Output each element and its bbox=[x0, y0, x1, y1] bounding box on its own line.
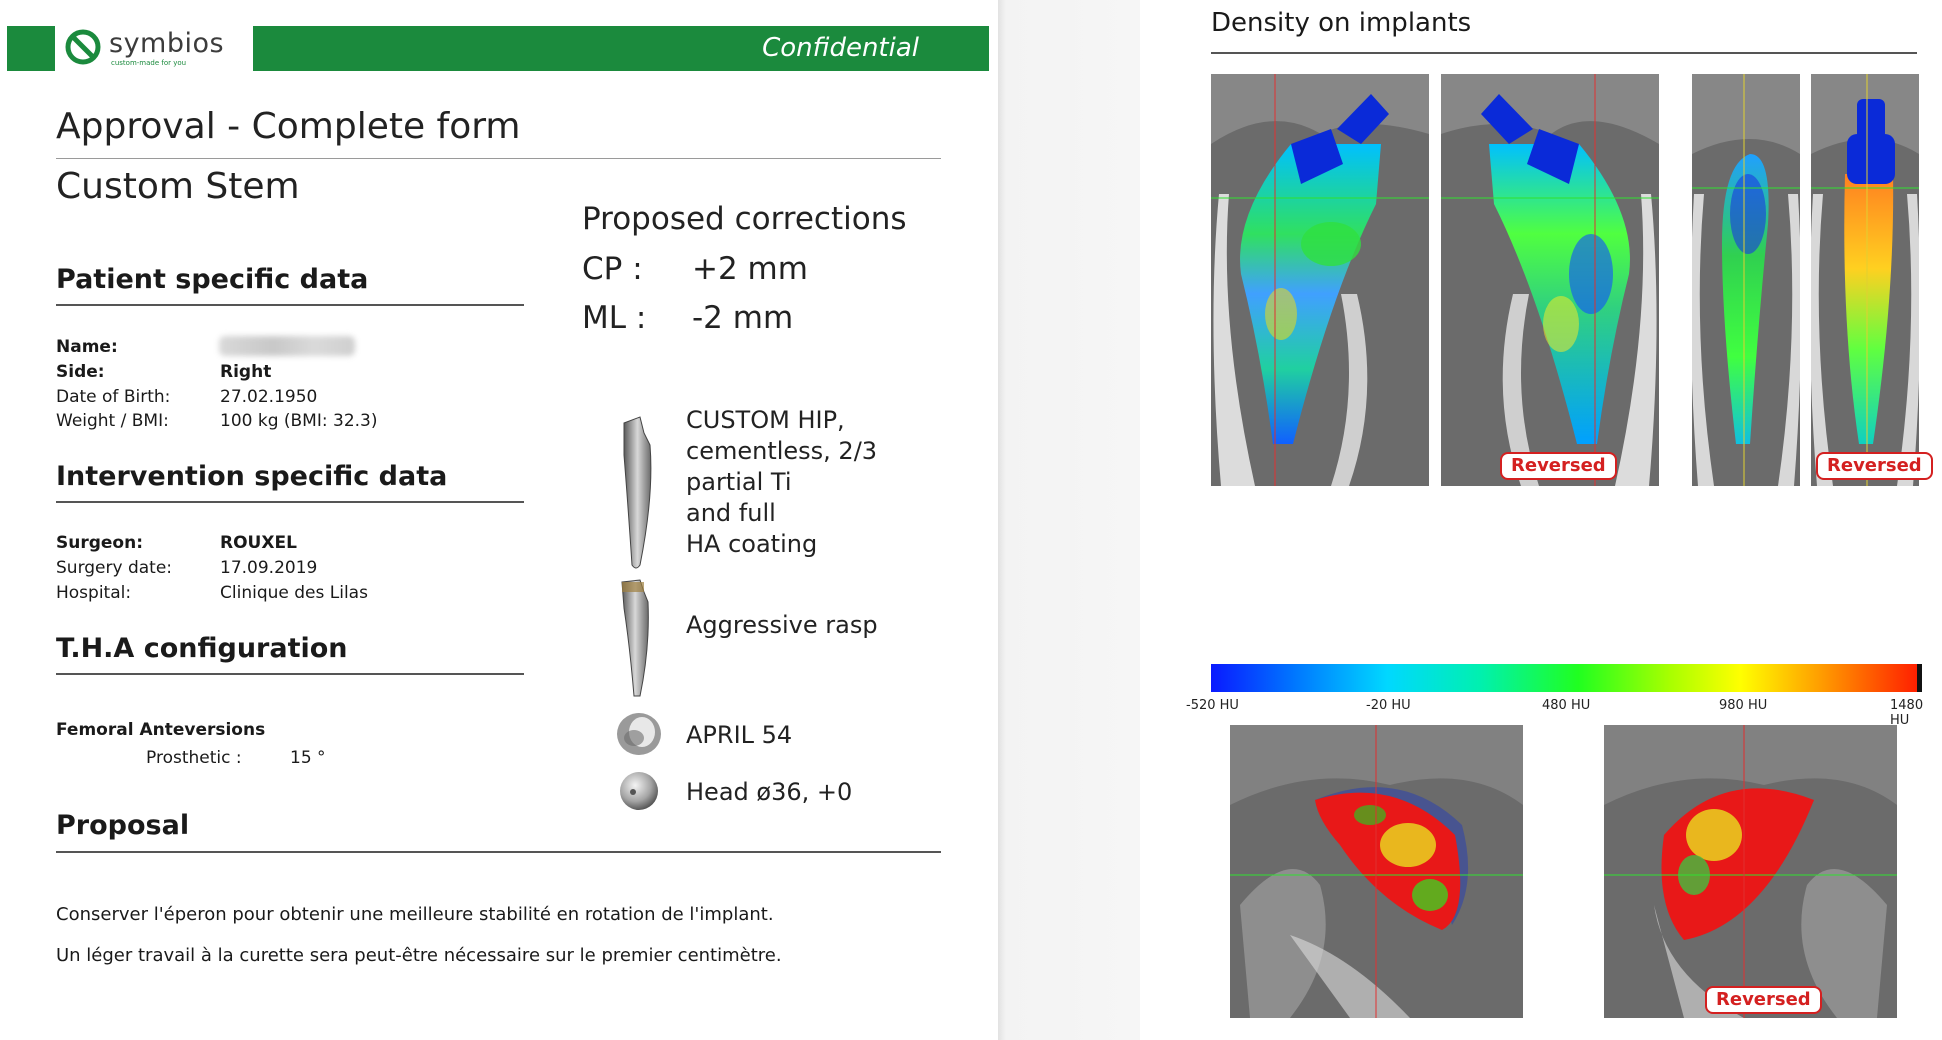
confidential-label: Confidential bbox=[762, 33, 919, 63]
cup-reversed-view bbox=[1604, 725, 1897, 1018]
cup-icon bbox=[617, 713, 661, 755]
cp-value: +2 mm bbox=[692, 251, 808, 287]
logo-tagline: custom-made for you bbox=[111, 59, 187, 67]
component-2-text: Aggressive rasp bbox=[686, 611, 878, 639]
stem-lateral-reversed-view bbox=[1811, 74, 1919, 486]
hospital-value: Clinique des Lilas bbox=[220, 583, 368, 603]
dob-label: Date of Birth: bbox=[56, 387, 171, 407]
colorbar-tick: -20 HU bbox=[1366, 698, 1411, 713]
weight-value: 100 kg (BMI: 32.3) bbox=[220, 411, 378, 431]
colorbar-tick: -520 HU bbox=[1186, 698, 1239, 713]
density-divider bbox=[1211, 52, 1917, 54]
redacted-name bbox=[219, 336, 355, 356]
stem-ap-view bbox=[1211, 74, 1429, 486]
component-4-text: Head ø36, +0 bbox=[686, 778, 853, 806]
proposal-line-2: Un léger travail à la curette sera peut-… bbox=[56, 945, 782, 966]
reversed-badge: Reversed bbox=[1500, 452, 1617, 480]
tha-divider bbox=[56, 673, 524, 675]
stem-ap-reversed-view bbox=[1441, 74, 1659, 486]
cup-view bbox=[1230, 725, 1523, 1018]
reversed-badge: Reversed bbox=[1816, 452, 1933, 480]
surgeon-value: ROUXEL bbox=[220, 533, 297, 553]
prosthetic-label: Prosthetic : bbox=[146, 748, 242, 768]
name-label: Name: bbox=[56, 337, 118, 357]
header-bar-left bbox=[7, 26, 55, 71]
side-label: Side: bbox=[56, 362, 105, 382]
colorbar-tick: 1480 HU bbox=[1890, 698, 1924, 728]
component-1-line: HA coating bbox=[686, 530, 818, 558]
cp-label: CP : bbox=[582, 251, 643, 287]
page-subtitle: Custom Stem bbox=[56, 166, 300, 207]
component-1-text: CUSTOM HIP, cementless, 2/3 partial Ti a… bbox=[686, 405, 877, 560]
proposal-line-1: Conserver l'éperon pour obtenir une meil… bbox=[56, 904, 774, 925]
corrections-title: Proposed corrections bbox=[582, 201, 907, 237]
stem-lateral-view bbox=[1692, 74, 1800, 486]
ml-value: -2 mm bbox=[692, 300, 794, 336]
patient-divider bbox=[56, 304, 524, 306]
patient-section-heading: Patient specific data bbox=[56, 264, 369, 295]
header-bar: Confidential bbox=[253, 26, 989, 71]
hip-stem-icon bbox=[623, 416, 652, 569]
tha-section-heading: T.H.A configuration bbox=[56, 633, 348, 664]
surgery-date-label: Surgery date: bbox=[56, 558, 173, 578]
femoral-head-icon bbox=[620, 772, 658, 810]
ml-label: ML : bbox=[582, 300, 647, 336]
component-1-line: cementless, 2/3 bbox=[686, 437, 878, 465]
surgeon-label: Surgeon: bbox=[56, 533, 144, 553]
side-value: Right bbox=[220, 362, 272, 382]
symbios-logo: symbios custom-made for you bbox=[64, 28, 244, 70]
density-colorbar bbox=[1211, 664, 1922, 692]
component-1-line: and full bbox=[686, 499, 776, 527]
femoral-anteversions-label: Femoral Anteversions bbox=[56, 720, 266, 740]
intervention-section-heading: Intervention specific data bbox=[56, 461, 448, 492]
dob-value: 27.02.1950 bbox=[220, 387, 318, 407]
rasp-icon bbox=[621, 579, 649, 697]
symbios-logo-icon bbox=[65, 29, 101, 65]
prosthetic-value: 15 ° bbox=[290, 748, 326, 768]
surgery-date-value: 17.09.2019 bbox=[220, 558, 318, 578]
component-1-line: partial Ti bbox=[686, 468, 792, 496]
proposal-section-heading: Proposal bbox=[56, 810, 190, 841]
reversed-badge: Reversed bbox=[1705, 986, 1822, 1014]
page-gap bbox=[998, 0, 1140, 1040]
hospital-label: Hospital: bbox=[56, 583, 132, 603]
colorbar-tick: 480 HU bbox=[1542, 698, 1591, 713]
density-title: Density on implants bbox=[1211, 8, 1472, 38]
component-3-text: APRIL 54 bbox=[686, 721, 793, 749]
intervention-divider bbox=[56, 501, 524, 503]
colorbar-tick: 980 HU bbox=[1719, 698, 1768, 713]
title-divider bbox=[56, 158, 941, 159]
page-title: Approval - Complete form bbox=[56, 106, 521, 147]
report-page-left bbox=[0, 0, 998, 1040]
proposal-divider bbox=[56, 851, 941, 853]
component-1-line: CUSTOM HIP, bbox=[686, 406, 845, 434]
weight-label: Weight / BMI: bbox=[56, 411, 169, 431]
logo-name: symbios bbox=[109, 28, 225, 59]
